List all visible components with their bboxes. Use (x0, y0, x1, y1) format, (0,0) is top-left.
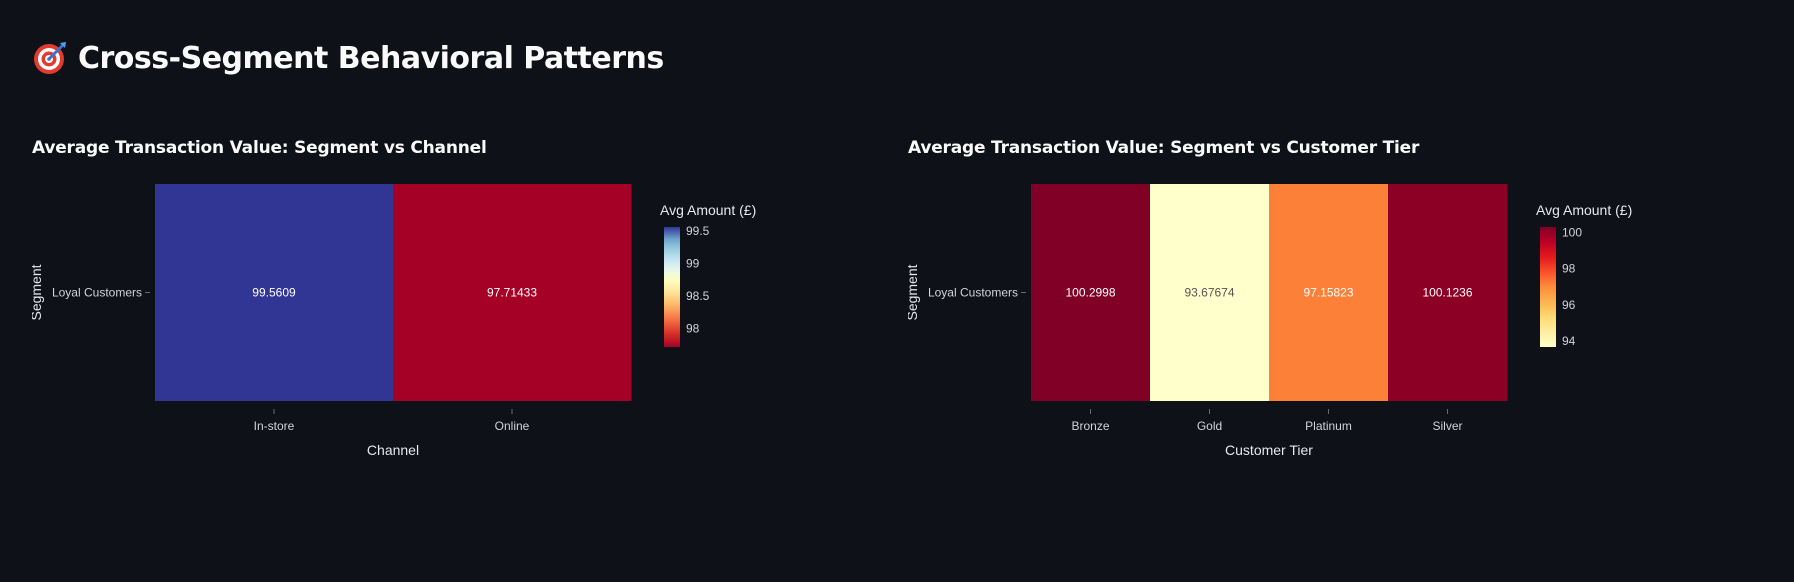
heatmap-channel: 99.5609 97.71433 In-store Online Loyal Custo… (28, 184, 756, 458)
colorbar-title: Avg Amount (£) (660, 202, 756, 218)
cell-value-label: 93.67674 (1184, 286, 1234, 300)
y-axis-title: Segment (32, 264, 44, 320)
chart-panel-tier: Average Transaction Value: Segment vs Cu… (904, 130, 1768, 560)
heatmap-tier: 100.2998 93.67674 97.15823 100.1236 Bronze Go… (904, 184, 1632, 458)
colorbar-tick-label: 94 (1562, 334, 1576, 348)
colorbar (664, 227, 680, 347)
heatmap-cell (1269, 184, 1389, 401)
chart-title-channel: Average Transaction Value: Segment vs Ch… (32, 138, 487, 158)
y-axis-title: Segment (908, 264, 920, 320)
x-tick-label: Silver (1432, 419, 1462, 433)
colorbar-tick-label: 98 (1562, 262, 1576, 276)
x-tick-label: In-store (254, 419, 295, 433)
target-icon (32, 40, 68, 76)
colorbar-tick-label: 96 (1562, 298, 1576, 312)
heatmap-cell (1150, 184, 1270, 401)
heatmap-cell (155, 184, 394, 401)
cell-value-label: 100.2998 (1065, 286, 1115, 300)
colorbar-tick-label: 98.5 (686, 289, 710, 303)
colorbar-tick-label: 98 (686, 321, 700, 335)
heatmap-cell (393, 184, 632, 401)
cell-value-label: 99.5609 (252, 286, 296, 300)
colorbar-title: Avg Amount (£) (1536, 202, 1632, 218)
colorbar-tick-label: 100 (1562, 225, 1582, 239)
heatmap-cell (1388, 184, 1508, 401)
x-axis-title: Customer Tier (1225, 442, 1313, 458)
cell-value-label: 100.1236 (1422, 286, 1472, 300)
heatmap-cell (1031, 184, 1151, 401)
colorbar-tick-label: 99 (686, 256, 700, 270)
x-axis-title: Channel (367, 442, 419, 458)
page-title: Cross-Segment Behavioral Patterns (78, 40, 664, 76)
page-header: Cross-Segment Behavioral Patterns (32, 40, 664, 76)
colorbar-tick-label: 99.5 (686, 224, 710, 238)
y-tick-label: Loyal Customers (928, 286, 1018, 300)
chart-title-tier: Average Transaction Value: Segment vs Cu… (908, 138, 1420, 158)
y-tick-label: Loyal Customers (52, 286, 142, 300)
cell-value-label: 97.71433 (487, 286, 537, 300)
x-tick-label: Online (495, 419, 530, 433)
cell-value-label: 97.15823 (1303, 286, 1353, 300)
x-tick-label: Platinum (1305, 419, 1352, 433)
x-tick-label: Bronze (1071, 419, 1109, 433)
x-tick-label: Gold (1197, 419, 1222, 433)
chart-panel-channel: Average Transaction Value: Segment vs Ch… (28, 130, 892, 560)
colorbar (1540, 227, 1556, 347)
